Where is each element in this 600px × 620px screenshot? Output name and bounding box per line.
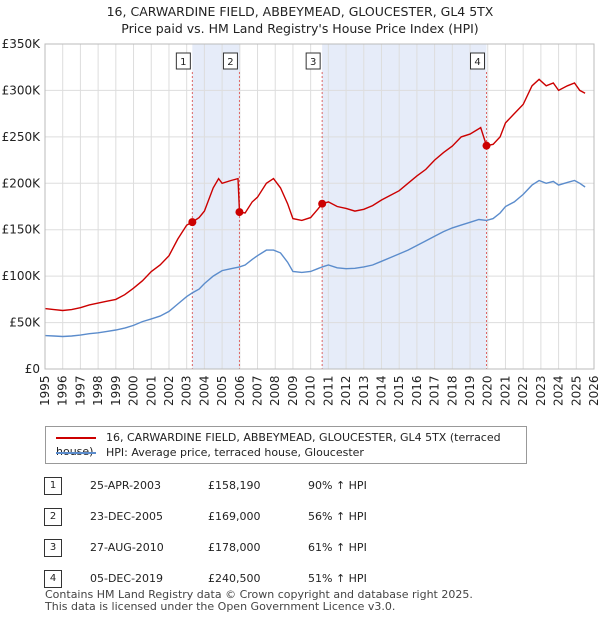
sale-date: 23-DEC-2005 bbox=[90, 510, 164, 523]
y-tick-label: £200K bbox=[2, 176, 42, 190]
sale-hpi-change: 61% ↑ HPI bbox=[308, 541, 367, 554]
x-tick-label: 2016 bbox=[410, 375, 424, 406]
y-tick-label: £100K bbox=[2, 269, 42, 283]
x-tick-label: 1996 bbox=[56, 375, 70, 406]
y-tick-label: £150K bbox=[2, 223, 42, 237]
x-tick-label: 1998 bbox=[91, 375, 105, 406]
x-tick-label: 2018 bbox=[445, 375, 459, 406]
hpi-line bbox=[44, 179, 586, 338]
price-chart: 1 2 3 4 £0 £50K £100K £150K £200K £250K £300K £350K… bbox=[2, 37, 600, 406]
table-row: 4 05-DEC-2019 £240,500 51% ↑ HPI bbox=[44, 563, 367, 594]
sale-number-badge: 1 bbox=[44, 476, 62, 495]
x-tick-label: 2010 bbox=[304, 375, 318, 406]
legend-label-property: 16, CARWARDINE FIELD, ABBEYMEAD, GLOUCES… bbox=[56, 431, 501, 458]
x-tick-label: 2005 bbox=[215, 375, 229, 406]
sale-number-badge: 4 bbox=[44, 569, 62, 588]
x-tick-label: 2011 bbox=[321, 375, 335, 406]
sale-price: £158,190 bbox=[208, 479, 261, 492]
x-tick-label: 2006 bbox=[233, 375, 247, 406]
footer-copyright: Contains HM Land Registry data © Crown c… bbox=[45, 588, 473, 601]
sale-marker-label-4: 4 bbox=[474, 57, 480, 68]
sale-date: 25-APR-2003 bbox=[90, 479, 162, 492]
chart-title: 16, CARWARDINE FIELD, ABBEYMEAD, GLOUCES… bbox=[106, 4, 494, 19]
sale-point-3 bbox=[318, 199, 327, 208]
x-tick-label: 2007 bbox=[251, 375, 265, 406]
legend-item-hpi: HPI: Average price, terraced house, Glou… bbox=[56, 446, 364, 460]
plot-frame bbox=[44, 43, 595, 370]
footer: Contains HM Land Registry data © Crown c… bbox=[45, 589, 473, 613]
x-tick-label: 2008 bbox=[268, 375, 282, 406]
sale-marker-box-1 bbox=[175, 52, 191, 70]
table-row: 3 27-AUG-2010 £178,000 61% ↑ HPI bbox=[44, 532, 367, 563]
y-tick-label: £300K bbox=[2, 83, 42, 97]
sale-number-badge: 2 bbox=[44, 507, 62, 526]
legend-label-hpi: HPI: Average price, terraced house, Glou… bbox=[106, 446, 364, 459]
sale-number-badge: 3 bbox=[44, 538, 62, 557]
x-tick-label: 1997 bbox=[73, 375, 87, 406]
x-tick-label: 2003 bbox=[180, 375, 194, 406]
x-tick-label: 2002 bbox=[162, 375, 176, 406]
chart-subtitle: Price paid vs. HM Land Registry's House … bbox=[121, 21, 479, 36]
x-tick-label: 2004 bbox=[197, 375, 211, 406]
sale-hpi-change: 90% ↑ HPI bbox=[308, 479, 367, 492]
x-tick-label: 2025 bbox=[569, 375, 583, 406]
y-tick-label: £250K bbox=[2, 130, 42, 144]
x-tick-label: 2017 bbox=[428, 375, 442, 406]
sale-price: £169,000 bbox=[208, 510, 261, 523]
sale-marker-box-2 bbox=[222, 52, 238, 70]
sale-date: 27-AUG-2010 bbox=[90, 541, 164, 554]
x-tick-label: 2021 bbox=[498, 375, 512, 406]
x-tick-label: 2026 bbox=[587, 375, 600, 406]
x-tick-label: 2000 bbox=[127, 375, 141, 406]
x-tick-label: 2024 bbox=[552, 375, 566, 406]
sale-marker-box-4 bbox=[470, 52, 486, 70]
sale-marker-label-2: 2 bbox=[227, 57, 233, 68]
x-tick-label: 2009 bbox=[286, 375, 300, 406]
legend: 16, CARWARDINE FIELD, ABBEYMEAD, GLOUCES… bbox=[45, 426, 527, 464]
x-tick-label: 2014 bbox=[374, 375, 388, 406]
x-tick-label: 1999 bbox=[109, 375, 123, 406]
y-tick-label: £350K bbox=[2, 37, 42, 51]
sale-point-4 bbox=[482, 141, 491, 150]
property-price-line bbox=[44, 78, 586, 312]
y-tick-label: £0 bbox=[25, 362, 40, 376]
sales-table: 1 25-APR-2003 £158,190 90% ↑ HPI 2 23-DE… bbox=[44, 470, 367, 594]
x-tick-label: 2020 bbox=[481, 375, 495, 406]
legend-swatch-property bbox=[56, 437, 96, 439]
sale-date: 05-DEC-2019 bbox=[90, 572, 164, 585]
shaded-period-1 bbox=[192, 44, 240, 369]
legend-swatch-hpi bbox=[56, 452, 96, 454]
legend-item-property: 16, CARWARDINE FIELD, ABBEYMEAD, GLOUCES… bbox=[56, 431, 526, 458]
sale-price: £178,000 bbox=[208, 541, 261, 554]
x-tick-label: 2012 bbox=[339, 375, 353, 406]
x-tick-label: 1995 bbox=[38, 375, 52, 406]
sale-marker-label-3: 3 bbox=[310, 57, 316, 68]
x-tick-label: 2019 bbox=[463, 375, 477, 406]
table-row: 2 23-DEC-2005 £169,000 56% ↑ HPI bbox=[44, 501, 367, 532]
sale-hpi-change: 56% ↑ HPI bbox=[308, 510, 367, 523]
sale-hpi-change: 51% ↑ HPI bbox=[308, 572, 367, 585]
footer-license: This data is licensed under the Open Gov… bbox=[45, 600, 396, 613]
x-tick-label: 2013 bbox=[357, 375, 371, 406]
x-tick-label: 2023 bbox=[534, 375, 548, 406]
sale-marker-label-1: 1 bbox=[180, 57, 186, 68]
sale-marker-box-3 bbox=[305, 52, 321, 70]
x-tick-label: 2015 bbox=[392, 375, 406, 406]
y-tick-label: £50K bbox=[9, 316, 41, 330]
sale-price: £240,500 bbox=[208, 572, 261, 585]
table-row: 1 25-APR-2003 £158,190 90% ↑ HPI bbox=[44, 470, 367, 501]
shaded-period-2 bbox=[322, 44, 487, 369]
sale-point-1 bbox=[188, 218, 197, 227]
x-tick-label: 2022 bbox=[516, 375, 530, 406]
sale-point-2 bbox=[235, 208, 244, 217]
x-tick-label: 2001 bbox=[144, 375, 158, 406]
